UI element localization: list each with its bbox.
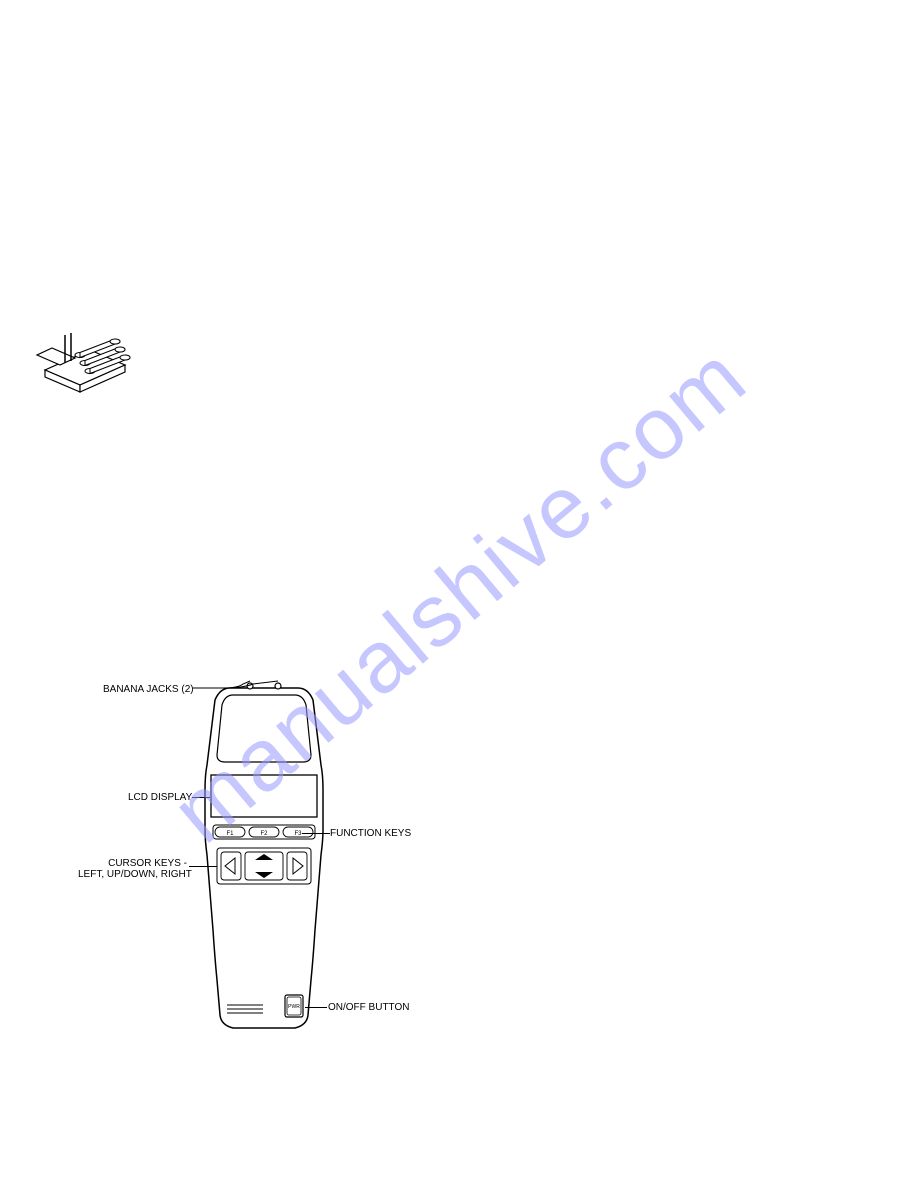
f1-label: F1	[226, 831, 234, 837]
device-figure: F1 F2 F3 PWR	[195, 680, 335, 1040]
f3-label: F3	[294, 831, 302, 837]
cursor-keys-connector	[189, 866, 217, 867]
pwr-label: PWR	[288, 1004, 300, 1010]
top-icon	[35, 325, 140, 395]
lcd-connector	[192, 797, 210, 798]
function-keys-connector	[302, 833, 330, 834]
on-off-label: ON/OFF BUTTON	[328, 1002, 409, 1013]
function-keys-label: FUNCTION KEYS	[330, 828, 411, 839]
on-off-connector	[305, 1007, 327, 1008]
cursor-keys-label-1: CURSOR KEYS -	[107, 858, 187, 869]
cursor-keys-label-2: LEFT, UP/DOWN, RIGHT	[78, 869, 188, 880]
banana-jacks-label: BANANA JACKS (2)	[103, 684, 194, 695]
banana-jacks-connector	[193, 680, 283, 695]
f2-label: F2	[260, 831, 268, 837]
lcd-display-label: LCD DISPLAY	[128, 792, 192, 803]
